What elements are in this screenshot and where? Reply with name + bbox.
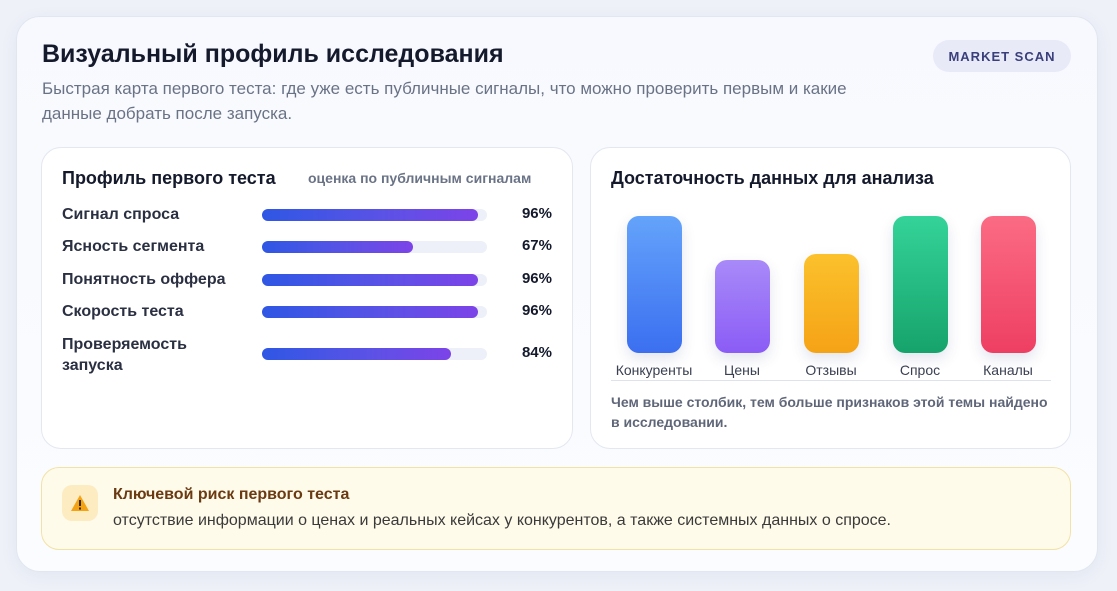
metric-track [262,348,487,360]
profile-panel: Профиль первого теста оценка по публичны… [41,147,573,449]
metric-value: 96% [521,270,552,287]
metric-value: 84% [521,344,552,361]
bar-2 [714,260,770,353]
metric-label: Сигнал спроса [62,206,180,223]
chart-note: Чем выше столбик, тем больше признаков э… [611,394,1048,430]
data-sufficiency-panel: Достаточность данных для анализа Конкуре… [590,147,1071,449]
metric-fill [262,306,478,318]
metric-fill [262,241,413,253]
metric-label: Скорость теста [62,303,184,320]
profile-note: оценка по публичным сигналам [308,170,532,186]
metric-value: 67% [521,237,552,254]
bar-label: Спрос [899,362,941,378]
metric-track [262,209,487,221]
bar-label: Каналы [983,362,1033,378]
profile-title: Профиль первого теста [62,168,276,188]
metric-fill [262,348,451,360]
market-scan-badge: MARKET SCAN [933,40,1071,72]
bar-5 [980,216,1036,353]
chart-title: Достаточность данных для анализа [611,168,934,188]
bar-label: Отзывы [805,362,857,378]
bar-label: Цены [724,362,760,378]
metric-label: Понятность оффера [62,271,226,288]
metric-track [262,306,487,318]
risk-title: Ключевой риск первого теста [113,486,350,503]
chart-baseline [611,380,1051,381]
bar-label: Конкуренты [615,362,693,378]
bar-3 [803,254,859,353]
bar-4 [892,216,948,353]
risk-banner: Ключевой риск первого теста отсутствие и… [41,467,1071,550]
warning-icon [62,485,98,521]
page-subtitle: Быстрая карта первого теста: где уже ест… [42,79,847,123]
bar-1 [626,216,682,353]
risk-text: отсутствие информации о ценах и реальных… [113,512,891,529]
metric-fill [262,274,478,286]
page-title: Визуальный профиль исследования [42,40,504,68]
metric-label: Проверяемость запуска [62,336,187,374]
metric-track [262,241,487,253]
metric-label: Ясность сегмента [62,238,205,255]
metric-value: 96% [521,302,552,319]
metric-fill [262,209,478,221]
metric-track [262,274,487,286]
metric-value: 96% [521,205,552,222]
